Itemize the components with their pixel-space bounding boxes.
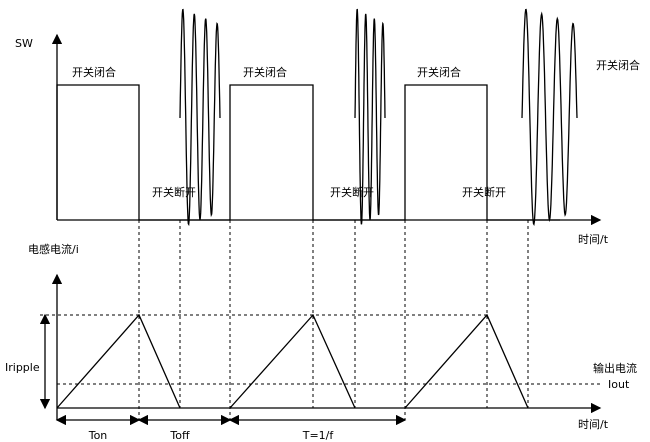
output-symbol: Iout (608, 378, 630, 391)
interval-label: Toff (169, 429, 190, 442)
interval-label: Ton (88, 429, 108, 442)
sw-label: SW (15, 37, 33, 50)
off-label: 开关断开 (330, 185, 374, 199)
ringing (179, 8, 578, 227)
ripple-label: Iripple (5, 361, 40, 374)
x-label: 时间/t (578, 233, 609, 246)
on-label: 开关闭合 (417, 65, 461, 79)
on-label: 开关闭合 (72, 65, 116, 79)
inductor-current (56, 313, 529, 409)
ring-wave (179, 8, 221, 227)
off-label: 开关断开 (462, 185, 506, 199)
switch-wave (56, 84, 560, 221)
output-label: 输出电流 (593, 361, 637, 375)
x-label: 时间/t (578, 418, 609, 431)
y-label: 电感电流/i (28, 242, 79, 256)
on-label: 开关闭合 (596, 58, 640, 72)
ring-wave (354, 8, 386, 225)
guides (40, 220, 600, 420)
interval-label: T=1/f (302, 429, 335, 442)
off-label: 开关断开 (152, 185, 196, 199)
on-label: 开关闭合 (243, 65, 287, 79)
ring-wave (521, 8, 578, 227)
bottom-axes (51, 273, 602, 420)
